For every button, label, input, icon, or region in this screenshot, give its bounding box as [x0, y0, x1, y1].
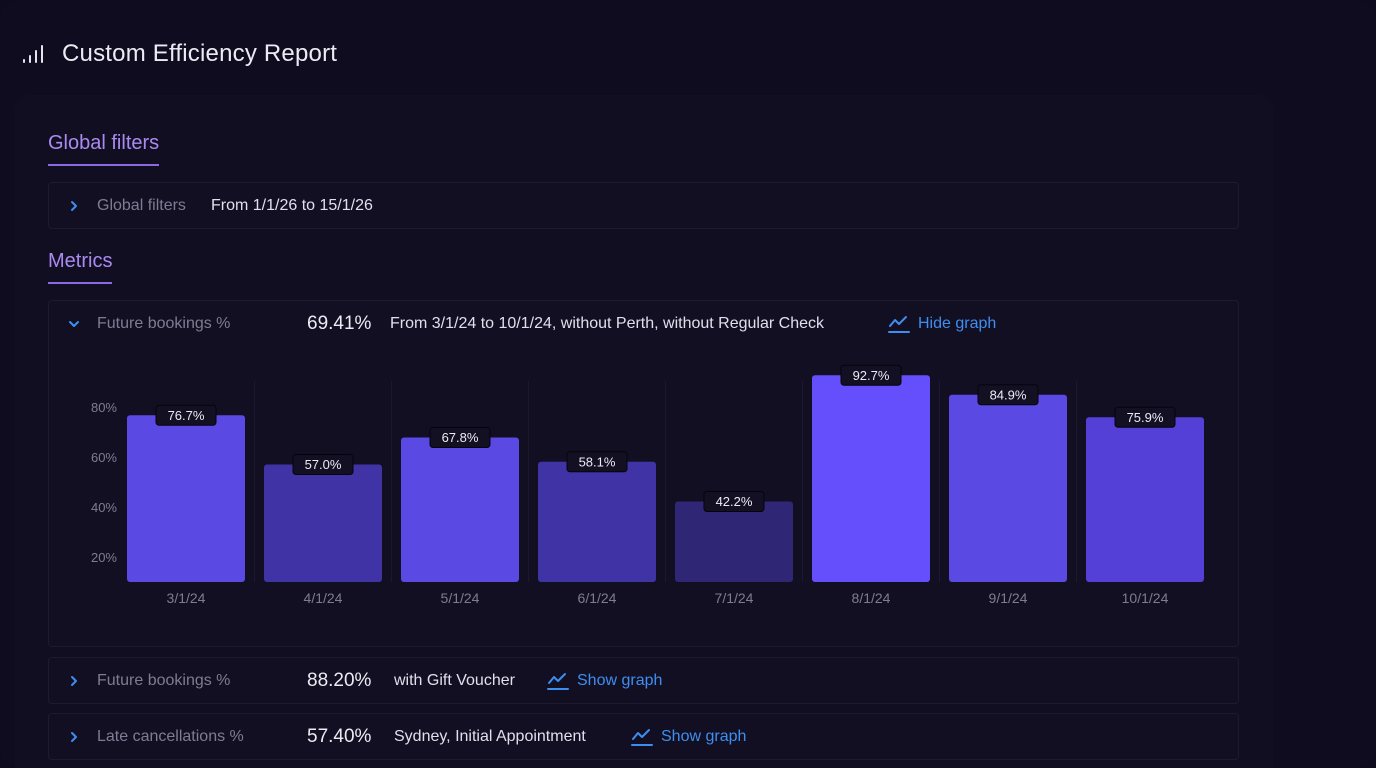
bar — [538, 461, 656, 582]
line-chart-icon — [547, 673, 569, 690]
line-chart-icon — [631, 729, 653, 746]
metrics-section-title: Metrics — [48, 250, 113, 284]
data-label-box — [1114, 406, 1176, 428]
future-bookings-chart: 20% 40% 60% 80% 76.7% 3/1/24 57.0% 4/1/24 67.8% 5… — [49, 347, 1238, 647]
bar — [812, 375, 930, 582]
y-tick-label: 20% — [91, 550, 117, 565]
metric-row-late-cancellations[interactable]: Late cancellations % 57.40% Sydney, Init… — [48, 713, 1239, 760]
page-title: Custom Efficiency Report — [62, 40, 338, 67]
metric-value: 57.40% — [307, 726, 372, 747]
x-tick-label: 7/1/24 — [715, 590, 754, 606]
metric-value: 88.20% — [307, 670, 372, 691]
chevron-right-icon[interactable] — [67, 199, 81, 213]
x-tick-label: 4/1/24 — [304, 590, 343, 606]
data-label-box — [566, 451, 628, 473]
data-label: 75.9% — [1127, 410, 1164, 425]
show-graph-label: Show graph — [577, 672, 663, 689]
data-label: 58.1% — [579, 454, 616, 469]
metric-description: Sydney, Initial Appointment — [394, 728, 586, 745]
show-graph-button[interactable]: Show graph — [631, 727, 746, 747]
y-tick-label: 80% — [91, 400, 117, 415]
metric-description: From 3/1/24 to 10/1/24, without Perth, w… — [390, 315, 825, 332]
metric-description: with Gift Voucher — [394, 672, 515, 689]
bar — [675, 501, 793, 582]
metric-label: Future bookings % — [97, 672, 231, 689]
y-tick-label: 60% — [91, 450, 117, 465]
data-label-box — [292, 454, 354, 475]
chevron-right-icon[interactable] — [67, 730, 81, 744]
data-label: 84.9% — [990, 387, 1027, 402]
global-filters-value: From 1/1/26 to 15/1/26 — [211, 197, 373, 214]
x-tick-label: 5/1/24 — [441, 590, 480, 606]
metric-value: 69.41% — [307, 313, 372, 334]
global-filters-section-title: Global filters — [48, 132, 160, 166]
chevron-right-icon[interactable] — [67, 674, 81, 688]
bar — [1086, 417, 1204, 582]
data-label: 67.8% — [442, 430, 479, 445]
x-tick-label: 8/1/24 — [852, 590, 891, 606]
x-tick-label: 6/1/24 — [578, 590, 617, 606]
chevron-down-icon[interactable] — [67, 317, 81, 331]
bar — [949, 394, 1067, 582]
data-label-box — [429, 427, 491, 448]
show-graph-button[interactable]: Show graph — [547, 671, 662, 691]
metric-label: Late cancellations % — [97, 728, 244, 745]
data-label: 42.2% — [716, 494, 753, 509]
x-tick-label: 3/1/24 — [167, 590, 206, 606]
metric-row-future-bookings-gift[interactable]: Future bookings % 88.20% with Gift Vouch… — [48, 657, 1239, 704]
data-label-box — [977, 384, 1039, 406]
y-tick-label: 40% — [91, 500, 117, 515]
x-tick-label: 9/1/24 — [989, 590, 1028, 606]
data-label-box — [155, 404, 217, 426]
page-header: Custom Efficiency Report — [22, 38, 337, 70]
x-tick-label: 10/1/24 — [1122, 590, 1169, 606]
show-graph-label: Show graph — [661, 728, 747, 745]
bar — [401, 437, 519, 582]
bar-chart-icon — [22, 43, 44, 65]
metric-row-future-bookings: Future bookings % 69.41% From 3/1/24 to … — [48, 300, 1239, 647]
data-label-box — [840, 364, 902, 386]
data-label: 57.0% — [305, 457, 342, 472]
data-label: 76.7% — [168, 408, 205, 423]
data-label-box — [703, 491, 765, 512]
hide-graph-button[interactable]: Hide graph — [888, 314, 996, 334]
data-label: 92.7% — [853, 368, 890, 383]
line-chart-icon — [888, 316, 910, 333]
bar — [264, 464, 382, 582]
metric-label: Future bookings % — [97, 315, 231, 332]
global-filters-row[interactable]: Global filters From 1/1/26 to 15/1/26 — [48, 182, 1239, 229]
global-filters-label: Global filters — [97, 197, 186, 214]
hide-graph-label: Hide graph — [918, 315, 997, 332]
bar — [127, 415, 245, 582]
